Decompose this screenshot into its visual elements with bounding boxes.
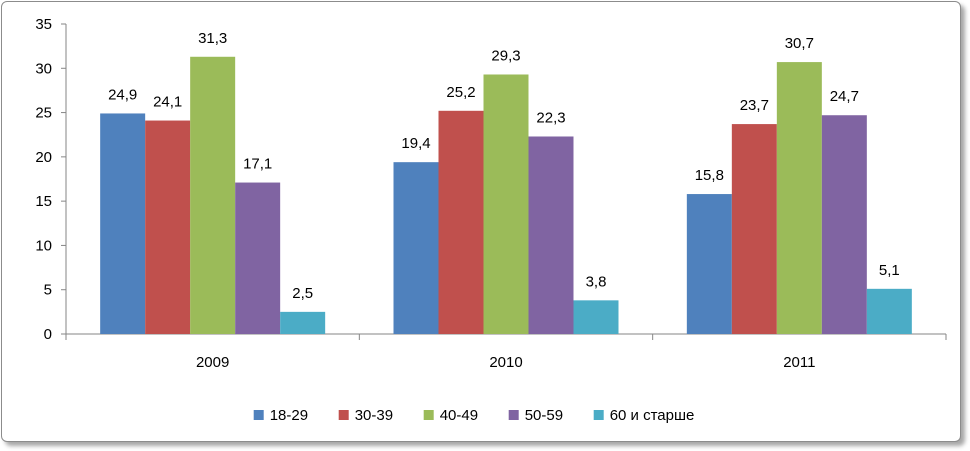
y-tick-label: 25 (35, 105, 52, 122)
data-label: 25,2 (446, 84, 475, 101)
x-tick-label: 2010 (489, 354, 522, 371)
bar (393, 162, 439, 334)
data-label: 19,4 (401, 135, 430, 152)
data-label: 17,1 (243, 156, 272, 173)
bar (528, 136, 574, 334)
bar (235, 182, 281, 334)
data-label: 15,8 (695, 167, 724, 184)
bar (776, 62, 822, 334)
bar (866, 288, 912, 334)
legend-swatch (423, 410, 434, 420)
x-tick-label: 2011 (783, 354, 815, 371)
legend-label: 60 и старше (610, 407, 695, 424)
legend-label: 18-29 (270, 407, 308, 424)
y-tick-label: 30 (35, 60, 52, 77)
bar (280, 311, 326, 334)
legend-swatch (508, 410, 519, 420)
legend-label: 40-49 (440, 407, 478, 424)
legend-label: 30-39 (355, 407, 393, 424)
legend-swatch (338, 410, 349, 420)
legend-swatch (593, 410, 604, 420)
data-label: 2,5 (292, 285, 313, 302)
data-label: 30,7 (785, 35, 814, 52)
bar (731, 124, 777, 334)
data-label: 24,9 (108, 86, 137, 103)
bar (483, 74, 529, 334)
y-tick-label: 35 (35, 16, 52, 33)
y-tick-label: 20 (35, 149, 52, 166)
bar (100, 113, 146, 334)
bar (821, 115, 867, 334)
data-label: 5,1 (879, 262, 900, 279)
y-tick-label: 15 (35, 193, 52, 210)
bar (686, 194, 732, 334)
y-tick-label: 10 (35, 237, 52, 254)
x-tick-label: 2009 (196, 354, 229, 371)
data-label: 22,3 (536, 109, 565, 126)
data-label: 29,3 (491, 47, 520, 64)
data-label: 24,1 (153, 94, 182, 111)
data-label: 31,3 (198, 30, 227, 47)
data-label: 23,7 (740, 97, 769, 114)
bar (190, 56, 236, 335)
y-tick-label: 0 (44, 326, 52, 343)
bar (145, 120, 191, 335)
bar (438, 110, 484, 334)
data-label: 24,7 (830, 88, 859, 105)
data-label: 3,8 (586, 273, 607, 290)
legend-swatch (253, 410, 264, 420)
y-tick-label: 5 (44, 282, 52, 299)
bar (573, 300, 619, 334)
legend-label: 50-59 (525, 407, 563, 424)
